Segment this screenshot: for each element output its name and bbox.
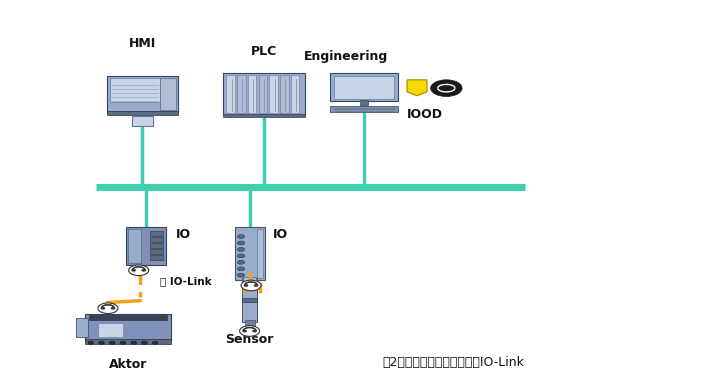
Text: IOOD: IOOD <box>407 108 443 121</box>
Bar <box>150 256 163 260</box>
Circle shape <box>254 285 258 286</box>
Circle shape <box>237 273 244 277</box>
Text: IO: IO <box>176 228 191 241</box>
Circle shape <box>98 303 118 313</box>
Circle shape <box>141 269 146 271</box>
Bar <box>76 318 88 337</box>
Bar <box>150 237 163 242</box>
Bar <box>257 229 263 278</box>
Bar <box>110 78 160 102</box>
Circle shape <box>131 269 136 271</box>
Bar <box>330 73 398 101</box>
Circle shape <box>239 326 260 336</box>
Bar <box>128 229 141 263</box>
Circle shape <box>131 341 136 344</box>
Bar <box>237 75 246 113</box>
Bar <box>223 114 305 117</box>
Bar <box>242 278 257 321</box>
Text: HMI: HMI <box>128 37 156 50</box>
Circle shape <box>252 330 257 332</box>
Circle shape <box>128 265 149 276</box>
Circle shape <box>237 267 244 271</box>
Circle shape <box>242 330 247 332</box>
Text: 図2：産業用イーサネットとIO-Link: 図2：産業用イーサネットとIO-Link <box>382 356 524 369</box>
Circle shape <box>237 260 244 264</box>
Bar <box>85 314 171 340</box>
Circle shape <box>241 280 261 291</box>
Circle shape <box>120 341 126 344</box>
Bar <box>243 277 256 282</box>
Circle shape <box>99 341 105 344</box>
Bar <box>259 75 267 113</box>
Bar <box>335 76 394 99</box>
Circle shape <box>237 241 244 245</box>
Circle shape <box>110 341 115 344</box>
Bar <box>248 75 257 113</box>
Bar <box>85 339 171 344</box>
Bar <box>160 78 176 110</box>
Polygon shape <box>407 80 427 96</box>
Circle shape <box>111 307 115 310</box>
Text: Engineering: Engineering <box>304 50 389 64</box>
Circle shape <box>237 248 244 251</box>
Circle shape <box>152 341 158 344</box>
Bar <box>89 315 167 320</box>
Bar <box>244 320 255 328</box>
Bar <box>107 111 178 115</box>
Circle shape <box>101 307 105 310</box>
Text: IO: IO <box>273 228 288 241</box>
Bar <box>131 116 153 126</box>
Bar <box>226 75 235 113</box>
Bar <box>242 298 257 302</box>
Bar <box>98 323 123 337</box>
Text: Sensor: Sensor <box>226 333 274 346</box>
Circle shape <box>141 341 147 344</box>
Bar <box>360 100 368 107</box>
Bar <box>107 76 178 112</box>
Bar <box>150 231 163 236</box>
Bar <box>150 243 163 248</box>
Text: Aktor: Aktor <box>109 358 147 370</box>
Text: PLC: PLC <box>251 45 277 58</box>
Circle shape <box>430 80 462 97</box>
Circle shape <box>244 285 248 286</box>
Bar <box>291 75 299 113</box>
Bar <box>280 75 288 113</box>
Text: Ⓡ IO-Link: Ⓡ IO-Link <box>160 277 212 287</box>
Circle shape <box>237 234 244 238</box>
Bar <box>269 75 278 113</box>
Bar <box>330 106 398 112</box>
Bar <box>126 227 166 264</box>
Bar <box>223 73 305 115</box>
Bar <box>234 227 265 280</box>
Circle shape <box>88 341 94 344</box>
Circle shape <box>237 254 244 258</box>
Bar <box>150 249 163 254</box>
